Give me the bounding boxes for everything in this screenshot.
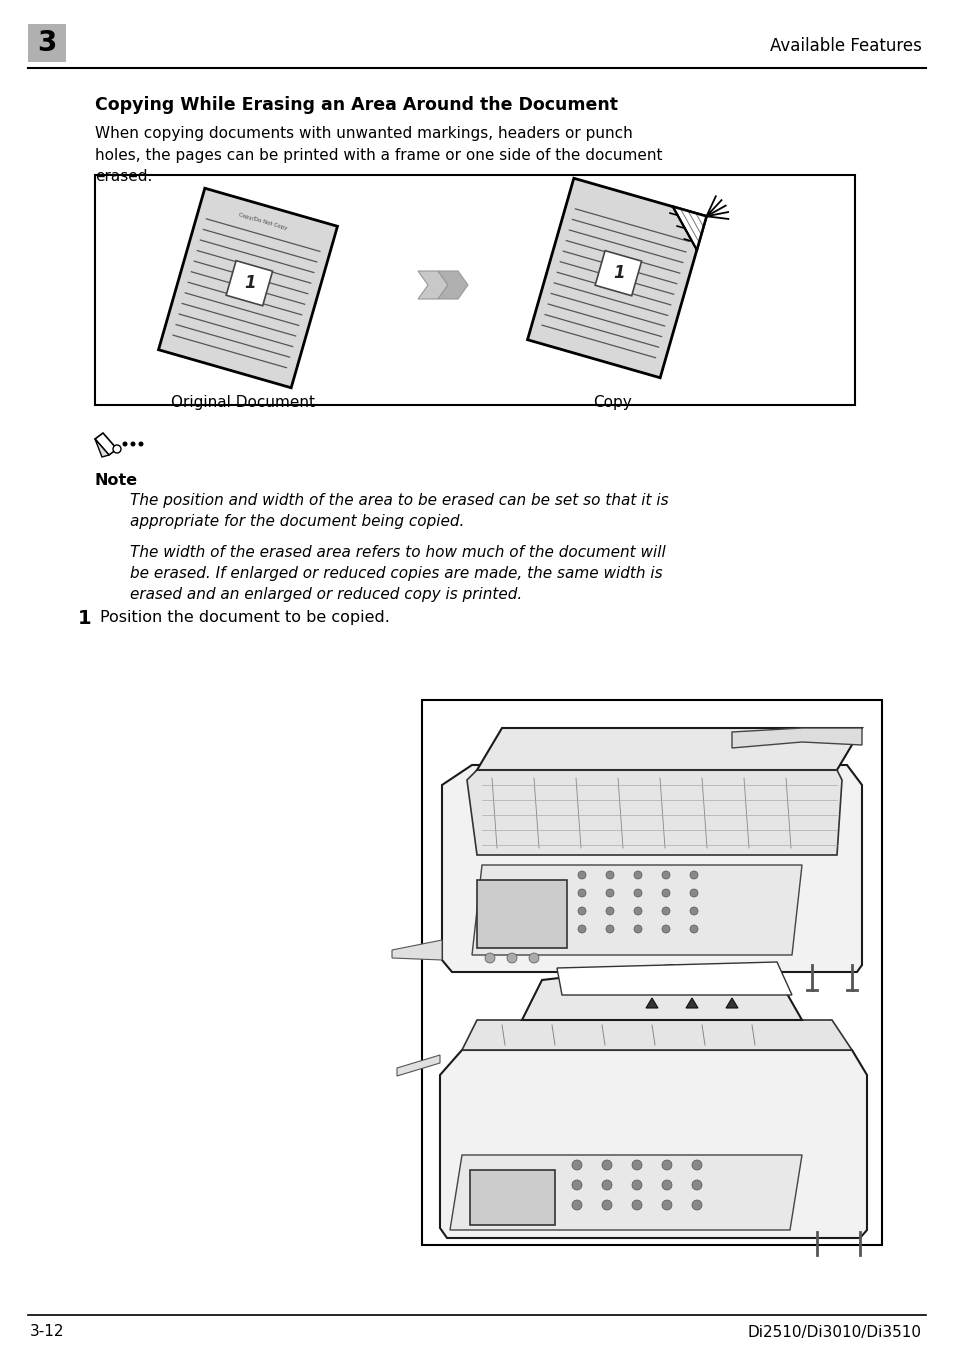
Polygon shape bbox=[476, 727, 862, 771]
Circle shape bbox=[605, 925, 614, 933]
Circle shape bbox=[634, 871, 641, 879]
Circle shape bbox=[484, 953, 495, 963]
Circle shape bbox=[605, 907, 614, 915]
Circle shape bbox=[578, 907, 585, 915]
Circle shape bbox=[601, 1160, 612, 1169]
Text: 1: 1 bbox=[613, 264, 624, 283]
Circle shape bbox=[661, 907, 669, 915]
Circle shape bbox=[631, 1201, 641, 1210]
Circle shape bbox=[506, 953, 517, 963]
Circle shape bbox=[605, 871, 614, 879]
Circle shape bbox=[689, 907, 698, 915]
Circle shape bbox=[661, 1160, 671, 1169]
Polygon shape bbox=[645, 998, 658, 1009]
Circle shape bbox=[689, 871, 698, 879]
Circle shape bbox=[131, 442, 135, 446]
Circle shape bbox=[572, 1201, 581, 1210]
Polygon shape bbox=[450, 1155, 801, 1230]
Circle shape bbox=[631, 1180, 641, 1190]
Circle shape bbox=[661, 925, 669, 933]
Circle shape bbox=[529, 953, 538, 963]
Polygon shape bbox=[437, 270, 468, 299]
Bar bbox=[476, 880, 566, 948]
Circle shape bbox=[661, 1201, 671, 1210]
Bar bbox=[470, 1169, 555, 1225]
Polygon shape bbox=[685, 998, 698, 1009]
Circle shape bbox=[138, 442, 143, 446]
Text: The position and width of the area to be erased can be set so that it is
appropr: The position and width of the area to be… bbox=[130, 493, 668, 529]
Text: Copying While Erasing an Area Around the Document: Copying While Erasing an Area Around the… bbox=[95, 96, 618, 114]
Circle shape bbox=[578, 871, 585, 879]
Circle shape bbox=[601, 1201, 612, 1210]
Circle shape bbox=[634, 925, 641, 933]
Polygon shape bbox=[439, 1051, 866, 1238]
Circle shape bbox=[661, 890, 669, 896]
Circle shape bbox=[634, 890, 641, 896]
Circle shape bbox=[691, 1201, 701, 1210]
Text: Di2510/Di3010/Di3510: Di2510/Di3010/Di3510 bbox=[747, 1325, 921, 1340]
Text: Copy/Do Not Copy: Copy/Do Not Copy bbox=[238, 212, 288, 231]
Bar bbox=[95, 174, 854, 406]
Circle shape bbox=[634, 907, 641, 915]
Polygon shape bbox=[158, 188, 337, 388]
Polygon shape bbox=[95, 439, 109, 457]
Polygon shape bbox=[521, 965, 801, 1019]
Text: Original Document: Original Document bbox=[171, 395, 314, 410]
Text: Position the document to be copied.: Position the document to be copied. bbox=[100, 610, 390, 625]
Polygon shape bbox=[472, 865, 801, 955]
Circle shape bbox=[112, 445, 121, 453]
Circle shape bbox=[661, 871, 669, 879]
Polygon shape bbox=[417, 270, 448, 299]
Circle shape bbox=[601, 1180, 612, 1190]
Polygon shape bbox=[672, 207, 706, 250]
Polygon shape bbox=[467, 771, 841, 854]
Text: 1: 1 bbox=[78, 608, 91, 627]
Text: Available Features: Available Features bbox=[769, 37, 921, 55]
Polygon shape bbox=[441, 765, 862, 972]
Text: Copy: Copy bbox=[593, 395, 632, 410]
Circle shape bbox=[689, 925, 698, 933]
Text: 3: 3 bbox=[37, 28, 56, 57]
Polygon shape bbox=[461, 1019, 851, 1051]
Circle shape bbox=[689, 890, 698, 896]
Circle shape bbox=[578, 925, 585, 933]
Polygon shape bbox=[731, 727, 862, 748]
Polygon shape bbox=[725, 998, 738, 1009]
Circle shape bbox=[122, 442, 128, 446]
Bar bbox=[28, 24, 66, 62]
Circle shape bbox=[572, 1160, 581, 1169]
Text: 3-12: 3-12 bbox=[30, 1325, 65, 1340]
Text: Note: Note bbox=[95, 473, 138, 488]
Polygon shape bbox=[396, 1055, 439, 1076]
Text: When copying documents with unwanted markings, headers or punch
holes, the pages: When copying documents with unwanted mar… bbox=[95, 126, 661, 184]
Polygon shape bbox=[392, 940, 441, 960]
Text: 1: 1 bbox=[244, 274, 256, 292]
Polygon shape bbox=[527, 178, 706, 377]
Bar bbox=[421, 700, 882, 1245]
Circle shape bbox=[578, 890, 585, 896]
Circle shape bbox=[691, 1160, 701, 1169]
Circle shape bbox=[661, 1180, 671, 1190]
Circle shape bbox=[691, 1180, 701, 1190]
Circle shape bbox=[631, 1160, 641, 1169]
Polygon shape bbox=[557, 963, 791, 995]
Polygon shape bbox=[95, 433, 117, 456]
Polygon shape bbox=[226, 261, 273, 306]
Circle shape bbox=[605, 890, 614, 896]
Polygon shape bbox=[595, 250, 641, 296]
Text: The width of the erased area refers to how much of the document will
be erased. : The width of the erased area refers to h… bbox=[130, 545, 665, 602]
Circle shape bbox=[572, 1180, 581, 1190]
